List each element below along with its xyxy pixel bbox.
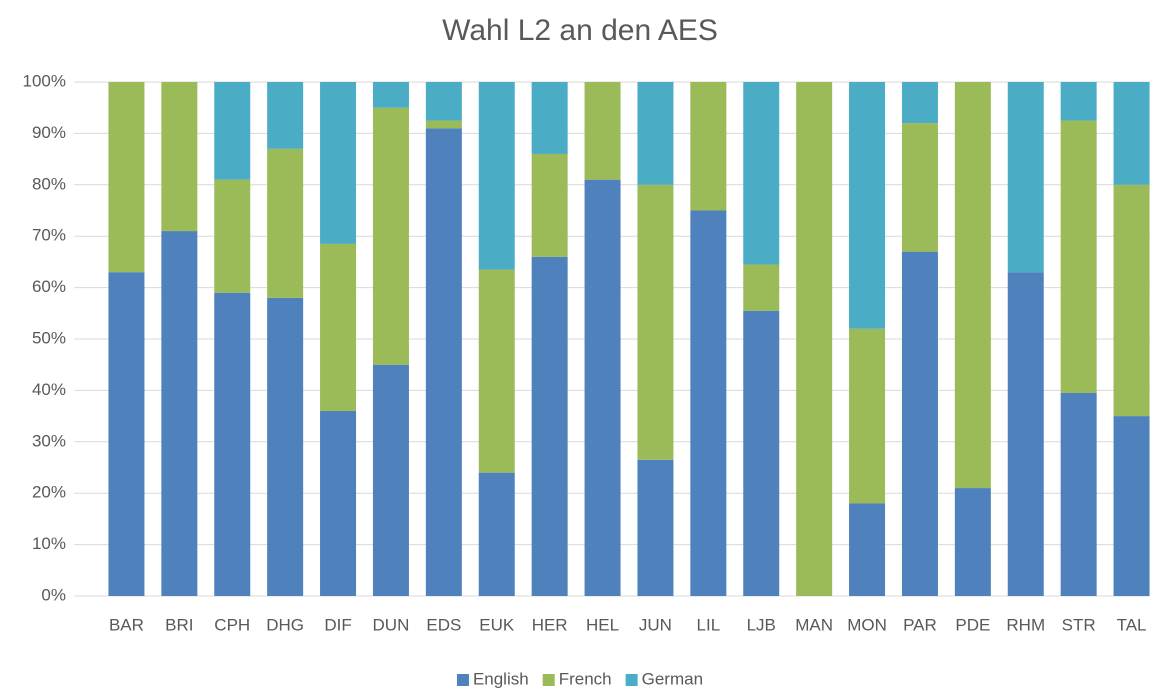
x-tick-label: EUK (479, 615, 515, 634)
bar-segment (108, 82, 145, 273)
x-tick-label: DHG (266, 615, 304, 634)
y-tick-label: 80% (32, 174, 66, 193)
bar-segment (1113, 82, 1150, 185)
x-tick-label: TAL (1117, 615, 1147, 634)
bar-segment (1007, 82, 1044, 273)
bar-segment (901, 82, 938, 124)
bar-segment (743, 310, 780, 596)
bar-segment (214, 292, 251, 596)
x-tick-label: PDE (955, 615, 990, 634)
y-tick-label: 10% (32, 534, 66, 553)
y-tick-label: 0% (41, 585, 66, 604)
bar-segment (108, 272, 145, 596)
bar-segment (584, 82, 621, 180)
bar-segment (849, 82, 886, 329)
bar-segment (425, 82, 462, 121)
bar-segment (1113, 184, 1150, 417)
x-tick-label: DIF (324, 615, 351, 634)
x-tick-label: HER (532, 615, 568, 634)
bar-segment (372, 364, 409, 596)
x-tick-label: HEL (586, 615, 619, 634)
legend-swatch (456, 674, 469, 686)
x-tick-label: BRI (165, 615, 193, 634)
y-tick-label: 100% (23, 71, 66, 90)
bar-segment (849, 328, 886, 504)
bar-segment (584, 179, 621, 596)
y-tick-label: 90% (32, 123, 66, 142)
x-tick-label: RHM (1006, 615, 1045, 634)
bar-segment (637, 459, 674, 596)
x-tick-label: JUN (639, 615, 672, 634)
x-tick-label: STR (1062, 615, 1096, 634)
bar-segment (849, 503, 886, 596)
bar-segment (478, 269, 515, 473)
x-tick-label: MON (847, 615, 887, 634)
legend-label: French (559, 669, 612, 688)
bar-segment (901, 251, 938, 596)
bar-segment (531, 82, 568, 154)
bar-segment (425, 128, 462, 596)
bar-segment (637, 184, 674, 460)
bar-segment (214, 179, 251, 293)
y-tick-label: 60% (32, 277, 66, 296)
chart-title: Wahl L2 an den AES (442, 14, 718, 47)
y-tick-label: 50% (32, 328, 66, 347)
bar-segment (901, 123, 938, 252)
bar-segment (267, 297, 304, 596)
x-tick-label: DUN (373, 615, 410, 634)
x-tick-label: LJB (747, 615, 776, 634)
y-tick-label: 30% (32, 431, 66, 450)
bar-segment (690, 82, 727, 211)
bar-segment (372, 82, 409, 108)
bar-segment (267, 148, 304, 298)
bar-segment (690, 210, 727, 596)
bar-segment (796, 82, 833, 596)
bar-segment (743, 264, 780, 311)
bar-segment (1060, 392, 1097, 596)
y-tick-label: 70% (32, 226, 66, 245)
x-tick-label: BAR (109, 615, 144, 634)
bar-segment (954, 488, 991, 596)
bar-segment (161, 82, 198, 232)
bar-segment (954, 82, 991, 489)
bar-segment (1007, 272, 1044, 596)
bar-segment (267, 82, 304, 149)
bar-segment (1060, 82, 1097, 121)
bar-segment (320, 82, 357, 244)
legend-label: English (473, 669, 529, 688)
bar-segment (1060, 120, 1097, 393)
legend-swatch (625, 674, 638, 686)
x-tick-label: LIL (697, 615, 721, 634)
bar-segment (425, 120, 462, 129)
y-tick-label: 20% (32, 483, 66, 502)
bar-segment (320, 410, 357, 596)
legend-swatch (542, 674, 555, 686)
bar-segment (478, 82, 515, 270)
bar-segment (372, 107, 409, 365)
x-tick-label: PAR (903, 615, 937, 634)
bar-segment (637, 82, 674, 185)
bar-segment (531, 153, 568, 257)
bar-segment (161, 231, 198, 596)
bar-segment (1113, 416, 1150, 596)
x-tick-label: MAN (795, 615, 833, 634)
legend-label: German (642, 669, 703, 688)
bar-segment (531, 256, 568, 596)
y-tick-label: 40% (32, 380, 66, 399)
bar-segment (320, 243, 357, 411)
bar-segment (478, 472, 515, 596)
bar-segment (743, 82, 780, 265)
x-tick-label: CPH (214, 615, 250, 634)
bar-segment (214, 82, 251, 180)
x-tick-label: EDS (426, 615, 461, 634)
